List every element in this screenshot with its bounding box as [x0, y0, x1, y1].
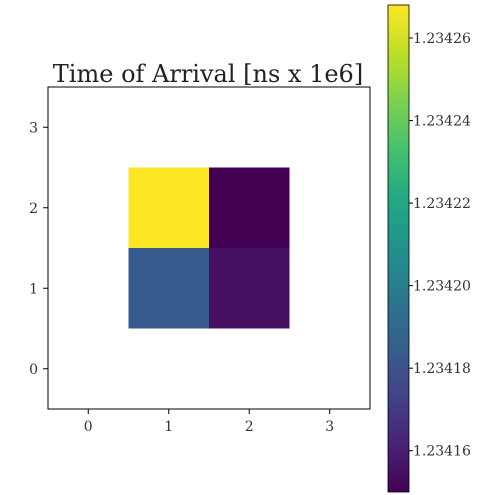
chart-title: Time of Arrival [ns x 1e6] — [53, 60, 363, 88]
y-tick-label: 1 — [29, 281, 38, 297]
colorbar-tick-label: 1.23420 — [413, 279, 471, 295]
colorbar-tick-label: 1.23424 — [413, 114, 471, 130]
heatmap-cell-2-2 — [209, 167, 290, 248]
y-tick-label: 3 — [29, 120, 38, 136]
heatmap-cell-1-1 — [128, 248, 209, 329]
colorbar — [387, 4, 410, 493]
x-tick-label: 3 — [325, 419, 334, 435]
y-tick-label: 2 — [29, 201, 38, 217]
x-tick-label: 0 — [84, 419, 93, 435]
y-tick-label: 0 — [29, 362, 38, 378]
x-tick-label: 2 — [245, 419, 254, 435]
colorbar-tick-label: 1.23426 — [413, 31, 471, 47]
heatmap-cell-2-1 — [209, 248, 290, 329]
x-tick-label: 1 — [164, 419, 173, 435]
axes-frame — [47, 86, 371, 410]
colorbar-tick-label: 1.23416 — [413, 444, 471, 460]
colorbar-tick-label: 1.23418 — [413, 361, 471, 377]
colorbar-tick-label: 1.23422 — [413, 196, 471, 212]
heatmap-cell-1-2 — [128, 167, 209, 248]
